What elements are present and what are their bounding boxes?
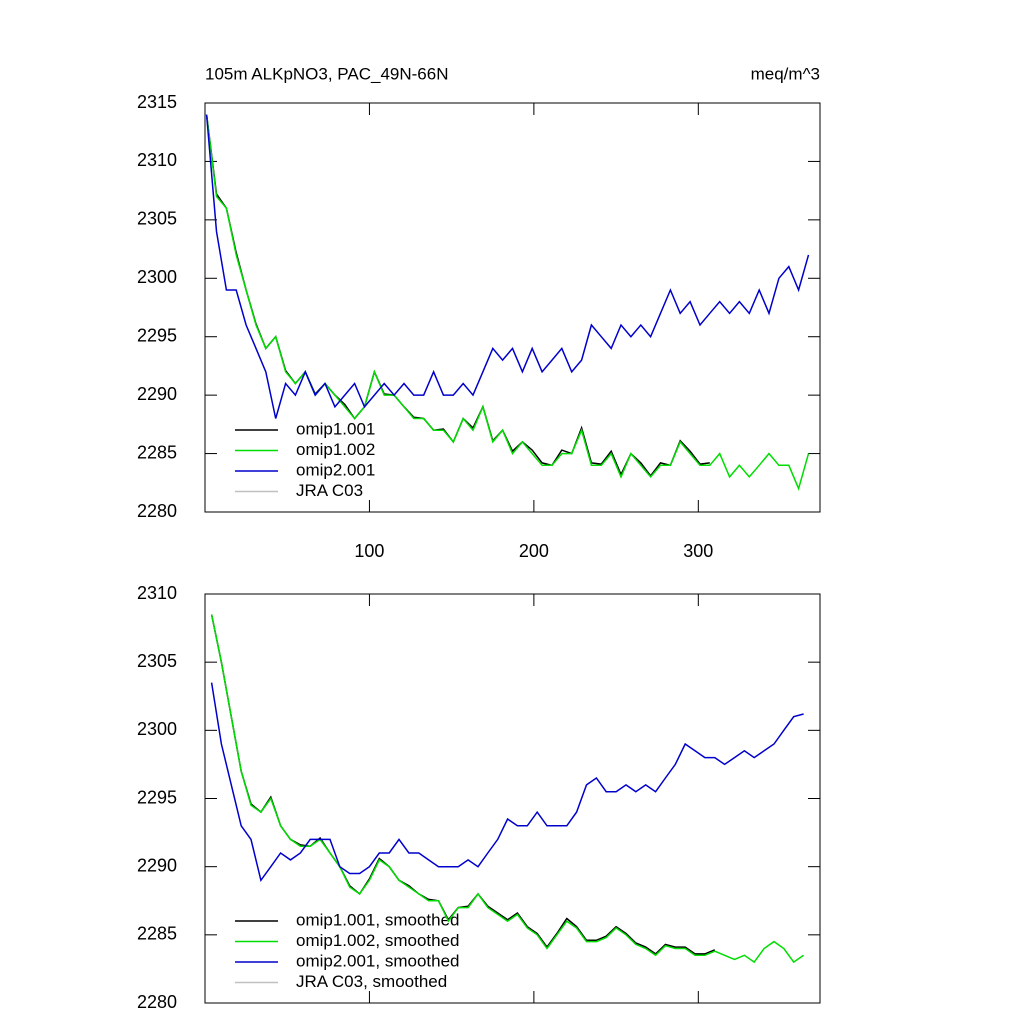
y-tick-label: 2305 bbox=[137, 209, 177, 229]
x-tick-label: 100 bbox=[354, 541, 384, 561]
series-line bbox=[205, 114, 810, 419]
legend-label: omip1.001, smoothed bbox=[296, 910, 460, 929]
y-tick-label: 2295 bbox=[137, 787, 177, 807]
y-tick-label: 2300 bbox=[137, 719, 177, 739]
legend-label: omip1.001 bbox=[296, 419, 375, 438]
y-tick-label: 2290 bbox=[137, 384, 177, 404]
plot-frame bbox=[204, 102, 821, 513]
legend-label: omip1.002, smoothed bbox=[296, 931, 460, 950]
legend-label: omip2.001 bbox=[296, 460, 375, 479]
y-tick-label: 2285 bbox=[137, 924, 177, 944]
y-tick-label: 2280 bbox=[137, 992, 177, 1012]
units-label: meq/m^3 bbox=[751, 64, 820, 83]
legend-label: omip1.002 bbox=[296, 440, 375, 459]
legend-label: omip2.001, smoothed bbox=[296, 951, 460, 970]
series-line bbox=[210, 682, 804, 883]
y-tick-label: 2310 bbox=[137, 150, 177, 170]
y-tick-label: 2290 bbox=[137, 855, 177, 875]
y-tick-label: 2310 bbox=[137, 583, 177, 603]
legend-label: JRA C03, smoothed bbox=[296, 972, 447, 991]
y-tick-label: 2315 bbox=[137, 92, 177, 112]
x-tick-label: 200 bbox=[519, 541, 549, 561]
chart-title: 105m ALKpNO3, PAC_49N-66N bbox=[205, 64, 448, 83]
series-line bbox=[210, 614, 716, 955]
legend-label: JRA C03 bbox=[296, 481, 363, 500]
y-tick-label: 2280 bbox=[137, 501, 177, 521]
y-tick-label: 2305 bbox=[137, 651, 177, 671]
series-line bbox=[205, 114, 710, 478]
y-tick-label: 2300 bbox=[137, 267, 177, 287]
x-tick-label: 300 bbox=[683, 541, 713, 561]
series-line bbox=[210, 614, 805, 964]
y-tick-label: 2285 bbox=[137, 442, 177, 462]
y-tick-label: 2295 bbox=[137, 325, 177, 345]
